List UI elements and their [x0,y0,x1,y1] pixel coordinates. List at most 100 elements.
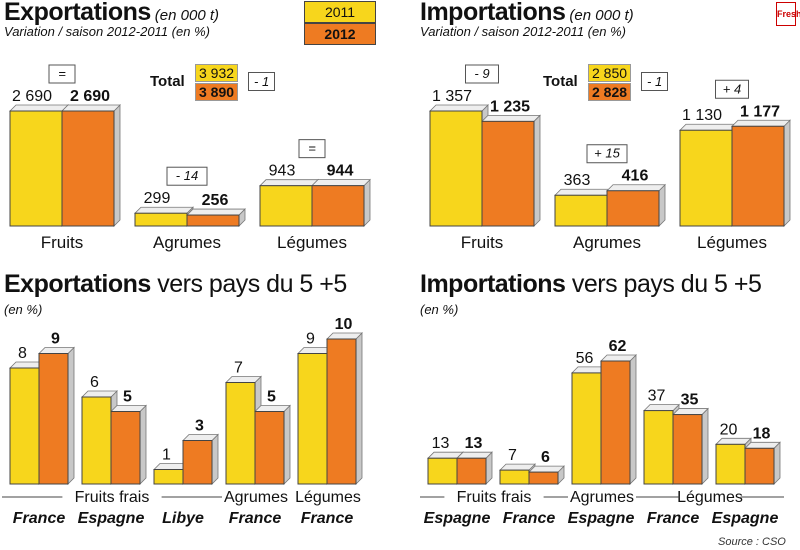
export-total-2012: 3 890 [195,83,239,101]
import-top-bar-2011-1 [554,188,614,227]
export-top-category-0: Fruits [41,233,84,252]
import-top-unit: (en 000 t) [569,7,634,24]
import-bottom-bar-2012-2 [600,354,637,485]
import-bottom-country-4: Espagne [712,510,779,527]
svg-text:+ 4: + 4 [723,81,741,96]
import-bottom-group-0: Fruits frais [457,489,532,506]
export-bottom-country-0: France [13,510,66,527]
export-bottom-label-2012-2: 3 [195,418,204,435]
export-top-bar-2012-2 [311,178,371,227]
export-bottom-label-2011-1: 6 [90,374,99,391]
export-top-variation-0: = [48,64,76,84]
export-bottom-bar-2012-2 [182,433,219,485]
import-top-label-2012-2: 1 177 [740,103,780,120]
export-top-bar-2011-1 [134,206,194,227]
import-bottom-label-2011-1: 7 [508,447,517,464]
import-bottom-title-text: Importations [420,270,566,298]
import-bottom-country-3: France [647,510,700,527]
export-top-label-2012-0: 2 690 [70,88,110,105]
export-bottom-bar-2012-1 [110,404,147,485]
import-top-category-1: Agrumes [573,233,641,252]
import-top-subtitle: Variation / saison 2012-2011 (en %) [420,24,626,39]
import-bottom-label-2011-0: 13 [432,435,450,452]
export-bottom-country-3: France [229,510,282,527]
export-top-variation-2: = [298,139,326,159]
export-top-bar-2011-0 [9,104,69,227]
export-bottom-label-2011-0: 8 [18,345,27,362]
export-total-variation: - 1 [248,72,276,91]
legend-2011: 2011 [304,1,376,23]
svg-text:+ 15: + 15 [594,146,620,161]
import-bottom-group-2: Légumes [677,489,743,506]
import-bottom-group-1: Agrumes [570,489,634,506]
export-bottom-group-1: Agrumes [224,489,288,506]
import-bottom-title-rest: vers pays du 5 +5 [571,270,762,298]
export-top-bar-2011-2 [259,178,319,227]
export-top-title-text: Exportations [4,0,151,26]
import-top-category-2: Légumes [697,233,767,252]
logo-icon: Fresh [776,2,800,26]
source-note: Source : CSO [718,536,786,548]
import-bottom-bar-2012-1 [528,465,565,485]
import-total-2011: 2 850 [588,64,632,82]
import-bottom-label-2012-0: 13 [465,435,483,452]
import-top-category-0: Fruits [461,233,504,252]
import-top-label-2011-1: 363 [564,172,591,189]
import-top-label-2012-0: 1 235 [490,98,530,115]
export-total-2011: 3 932 [195,64,239,82]
export-top-bar-2012-1 [186,208,246,227]
export-bottom-country-4: France [301,510,354,527]
export-top-category-1: Agrumes [153,233,221,252]
export-top-label-2011-2: 943 [269,163,296,180]
import-bottom-bar-2012-4 [744,441,781,485]
export-bottom-label-2011-2: 1 [162,447,171,464]
export-bottom-label-2012-4: 10 [335,316,353,333]
export-top-title: Exportations (en 000 t) [4,0,219,25]
import-top-label-2012-1: 416 [622,168,649,185]
export-bottom-title: Exportations vers pays du 5 +5 [4,272,347,297]
import-top-title: Importations (en 000 t) [420,0,634,25]
export-bottom-label-2011-4: 9 [306,331,315,348]
export-bottom-bar-2012-4 [326,332,363,485]
export-bottom-group-0: Fruits frais [75,489,150,506]
export-top-category-2: Légumes [277,233,347,252]
import-bottom-label-2012-1: 6 [541,449,550,466]
export-bottom-label-2012-0: 9 [51,331,60,348]
import-top-label-2011-2: 1 130 [682,107,722,124]
import-top-bar-2011-0 [429,104,489,227]
import-top-variation-0: - 9 [465,64,499,84]
import-total-label: Total [543,73,578,90]
export-bottom-label-2012-1: 5 [123,389,132,406]
import-top-label-2011-0: 1 357 [432,88,472,105]
import-bottom-label-2011-3: 37 [648,388,666,405]
import-bottom-label-2012-2: 62 [609,338,627,355]
export-bottom-title-rest: vers pays du 5 +5 [157,270,347,298]
export-top-label-2011-1: 299 [144,190,171,207]
svg-text:- 9: - 9 [474,66,489,81]
import-top-bar-2011-2 [679,123,739,227]
import-top-bar-2012-1 [606,183,666,227]
import-top-variation-2: + 4 [715,79,749,99]
export-bottom-label-2011-3: 7 [234,360,243,377]
import-top-title-text: Importations [420,0,566,26]
export-bottom-bar-2012-0 [38,346,75,485]
svg-text:- 14: - 14 [176,168,198,183]
import-bottom-bar-2012-0 [456,451,493,485]
export-bottom-label-2012-3: 5 [267,389,276,406]
import-top-bar-2012-0 [481,114,541,227]
import-top-bar-2012-2 [731,119,791,227]
export-bottom-group-2: Légumes [295,489,361,506]
import-bottom-label-2012-4: 18 [753,425,771,442]
export-bottom-bar-2012-3 [254,404,291,485]
import-top-variation-1: + 15 [586,144,628,164]
export-top-label-2012-2: 944 [327,163,354,180]
import-bottom-country-2: Espagne [568,510,635,527]
export-bottom-country-2: Libye [162,510,204,527]
import-bottom-country-1: France [503,510,556,527]
import-bottom-country-0: Espagne [424,510,491,527]
export-bottom-title-text: Exportations [4,270,151,298]
import-bottom-label-2011-4: 20 [720,421,738,438]
export-total-label: Total [150,73,185,90]
export-bottom-country-1: Espagne [78,510,145,527]
